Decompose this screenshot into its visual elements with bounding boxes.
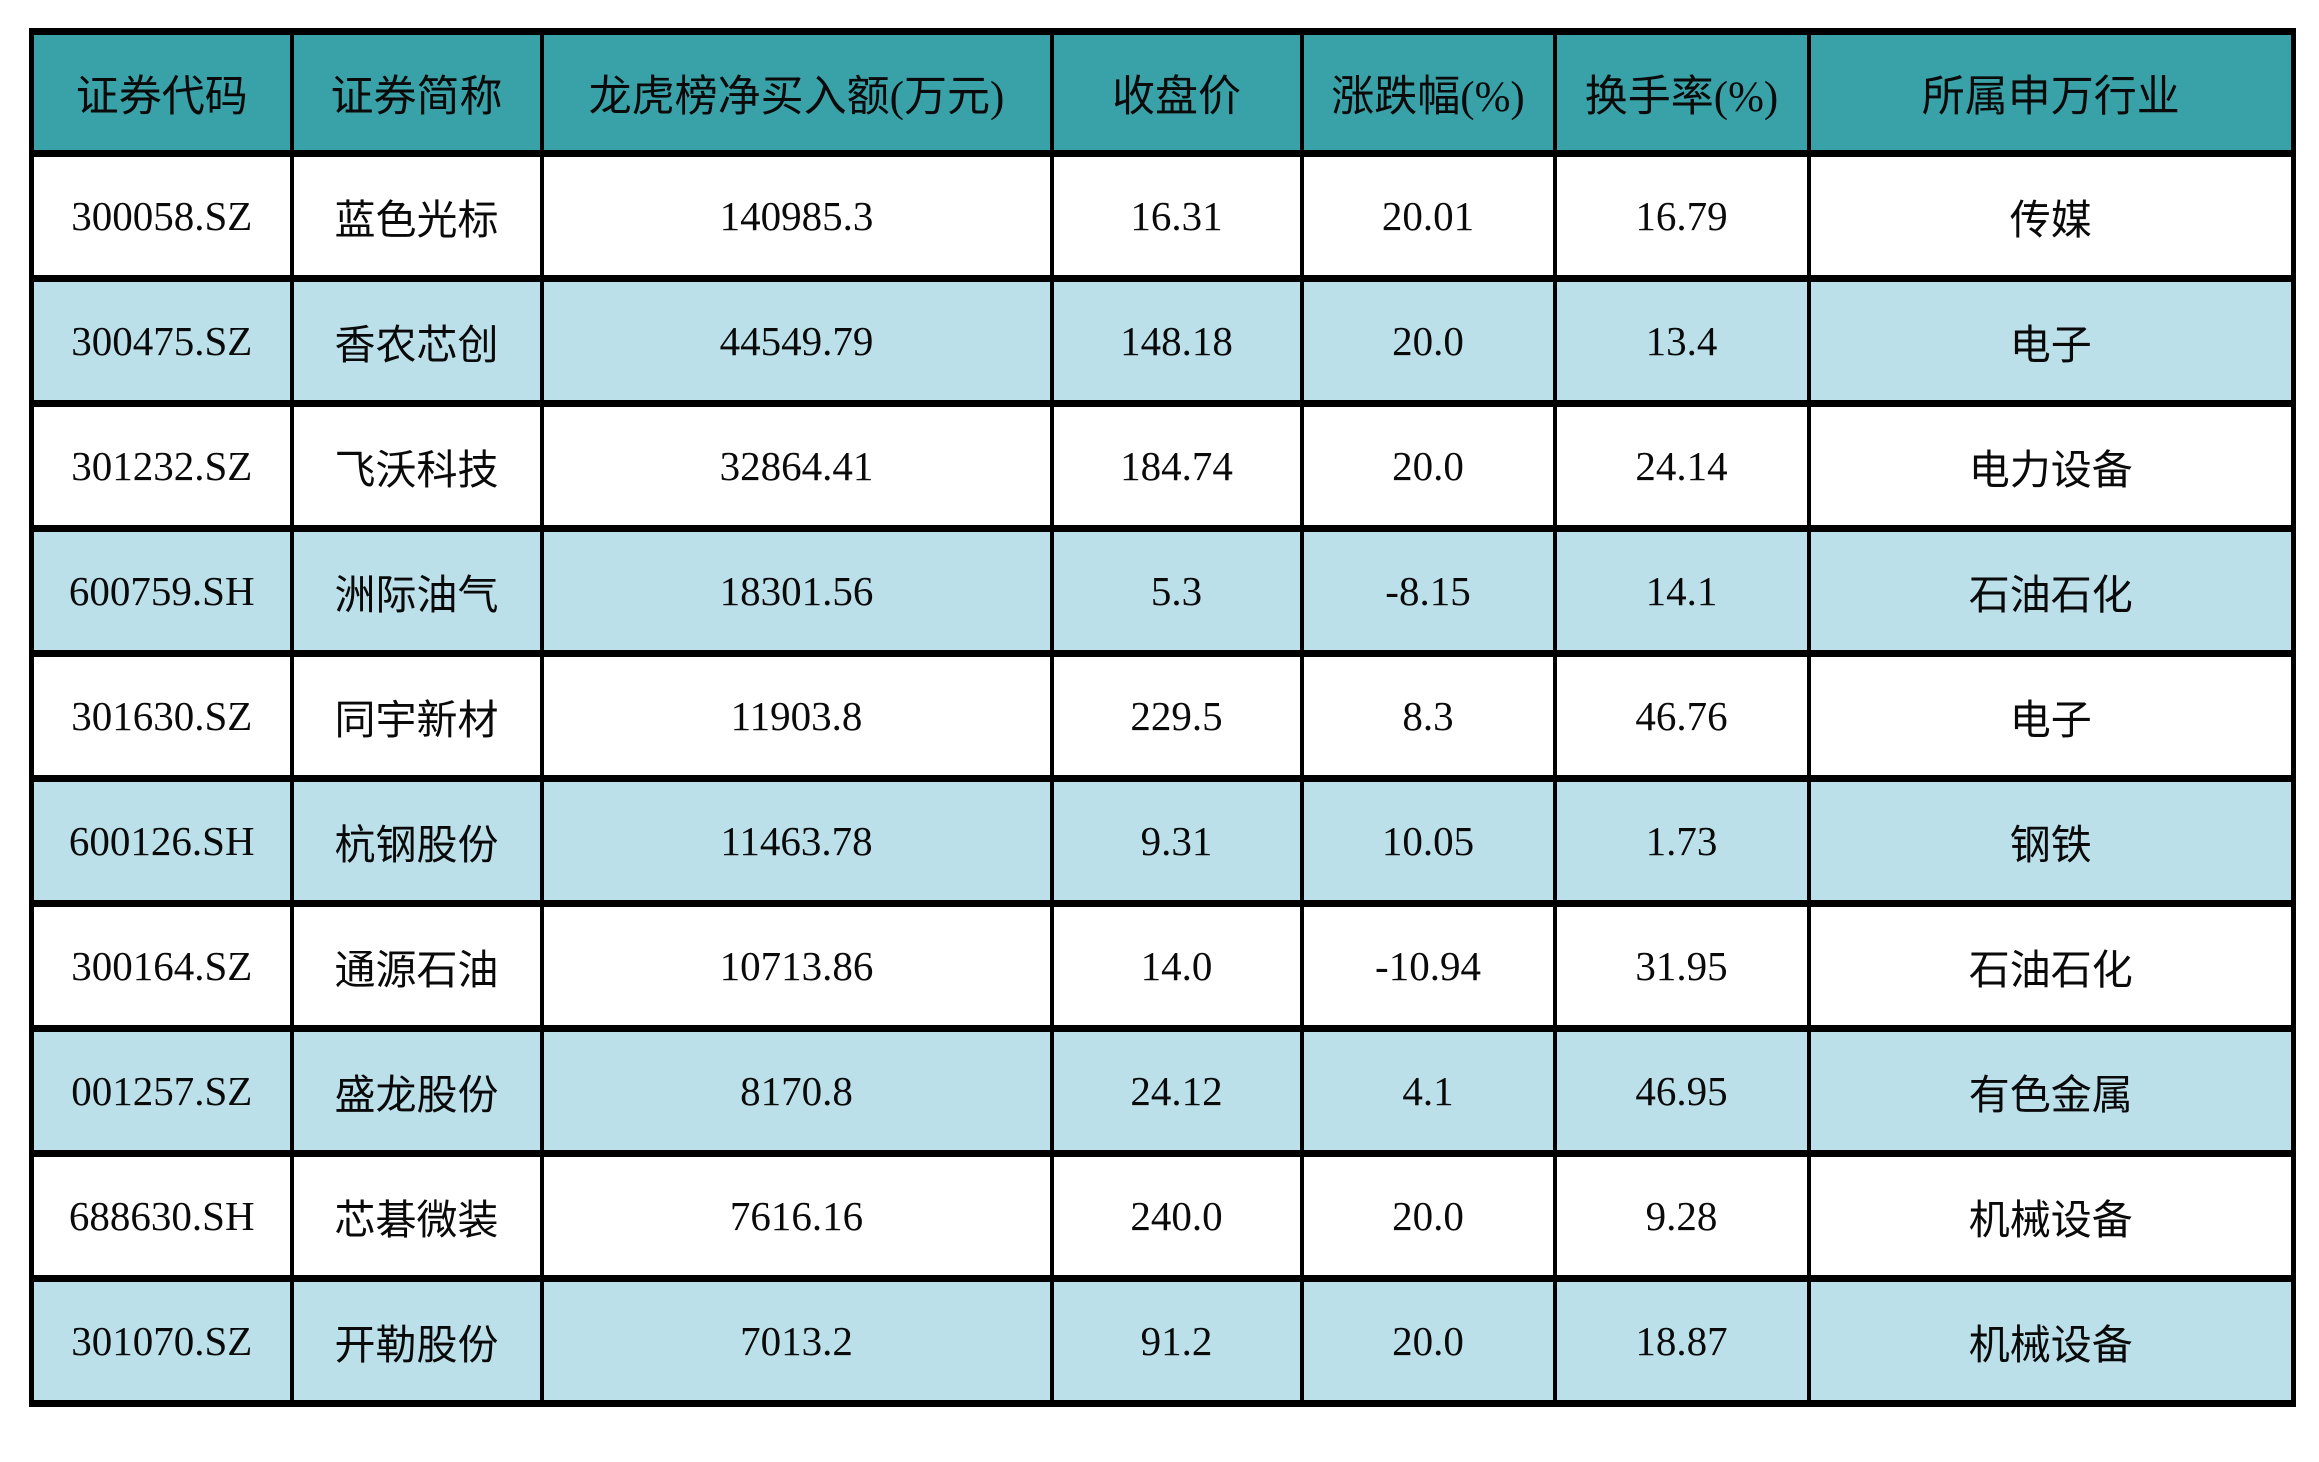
- table-cell: 300164.SZ: [29, 900, 294, 1032]
- table-cell: 电子: [1806, 275, 2296, 407]
- table-row: 301232.SZ 飞沃科技 32864.41 184.74 20.0 24.14 电力设备: [29, 400, 2296, 532]
- table-cell: 蓝色光标: [289, 150, 544, 282]
- table-cell: 184.74: [1049, 400, 1304, 532]
- table-cell: 同宇新材: [289, 650, 544, 782]
- table-cell: 44549.79: [539, 275, 1054, 407]
- table-row: 300164.SZ 通源石油 10713.86 14.0 -10.94 31.95 石油石化: [29, 900, 2296, 1032]
- table-cell: 开勒股份: [289, 1275, 544, 1407]
- table-cell: 石油石化: [1806, 525, 2296, 657]
- table-cell: 14.1: [1552, 525, 1811, 657]
- header-cell-3: 收盘价: [1049, 28, 1304, 157]
- table-cell: 18301.56: [539, 525, 1054, 657]
- header-cell-4: 涨跌幅(%): [1299, 28, 1557, 157]
- table-cell: 20.01: [1299, 150, 1557, 282]
- table-cell: 600126.SH: [29, 775, 294, 907]
- table-cell: 8.3: [1299, 650, 1557, 782]
- table-cell: 20.0: [1299, 275, 1557, 407]
- table-cell: 16.31: [1049, 150, 1304, 282]
- table-cell: 148.18: [1049, 275, 1304, 407]
- table-cell: 16.79: [1552, 150, 1811, 282]
- table-row: 600126.SH 杭钢股份 11463.78 9.31 10.05 1.73 钢铁: [29, 775, 2296, 907]
- table-cell: 有色金属: [1806, 1025, 2296, 1157]
- header-cell-2: 龙虎榜净买入额(万元): [539, 28, 1054, 157]
- table-cell: 1.73: [1552, 775, 1811, 907]
- table-cell: 301630.SZ: [29, 650, 294, 782]
- table-cell: 盛龙股份: [289, 1025, 544, 1157]
- table-row: 301630.SZ 同宇新材 11903.8 229.5 8.3 46.76 电子: [29, 650, 2296, 782]
- table-cell: 机械设备: [1806, 1275, 2296, 1407]
- table-cell: 传媒: [1806, 150, 2296, 282]
- table-row: 001257.SZ 盛龙股份 8170.8 24.12 4.1 46.95 有色金属: [29, 1025, 2296, 1157]
- table-cell: 杭钢股份: [289, 775, 544, 907]
- table-cell: 7013.2: [539, 1275, 1054, 1407]
- table-cell: 301232.SZ: [29, 400, 294, 532]
- header-cell-6: 所属申万行业: [1806, 28, 2296, 157]
- table-cell: 600759.SH: [29, 525, 294, 657]
- table-cell: 电子: [1806, 650, 2296, 782]
- table-cell: 18.87: [1552, 1275, 1811, 1407]
- table-cell: 通源石油: [289, 900, 544, 1032]
- table-cell: 688630.SH: [29, 1150, 294, 1282]
- header-cell-1: 证券简称: [289, 28, 544, 157]
- table-row: 688630.SH 芯碁微装 7616.16 240.0 20.0 9.28 机械设备: [29, 1150, 2296, 1282]
- table-header-row: 证券代码 证券简称 龙虎榜净买入额(万元) 收盘价 涨跌幅(%) 换手率(%) 所属申万行业: [29, 28, 2296, 157]
- table-cell: 飞沃科技: [289, 400, 544, 532]
- table-cell: 机械设备: [1806, 1150, 2296, 1282]
- header-cell-0: 证券代码: [29, 28, 294, 157]
- table-cell: 洲际油气: [289, 525, 544, 657]
- table-cell: 香农芯创: [289, 275, 544, 407]
- table-cell: 229.5: [1049, 650, 1304, 782]
- table-cell: 301070.SZ: [29, 1275, 294, 1407]
- table-cell: 32864.41: [539, 400, 1054, 532]
- table-cell: 300475.SZ: [29, 275, 294, 407]
- table-cell: 石油石化: [1806, 900, 2296, 1032]
- table-cell: 11463.78: [539, 775, 1054, 907]
- table-cell: 140985.3: [539, 150, 1054, 282]
- table-row: 301070.SZ 开勒股份 7013.2 91.2 20.0 18.87 机械设备: [29, 1275, 2296, 1407]
- stock-table: 证券代码 证券简称 龙虎榜净买入额(万元) 收盘价 涨跌幅(%) 换手率(%) 所属申万行业…: [29, 28, 2296, 1407]
- table-cell: 电力设备: [1806, 400, 2296, 532]
- table-cell: 91.2: [1049, 1275, 1304, 1407]
- table-cell: 24.14: [1552, 400, 1811, 532]
- table-row: 600759.SH 洲际油气 18301.56 5.3 -8.15 14.1 石油石化: [29, 525, 2296, 657]
- table-cell: -10.94: [1299, 900, 1557, 1032]
- table-row: 300475.SZ 香农芯创 44549.79 148.18 20.0 13.4 电子: [29, 275, 2296, 407]
- table-cell: 14.0: [1049, 900, 1304, 1032]
- table-cell: 46.95: [1552, 1025, 1811, 1157]
- table-cell: 240.0: [1049, 1150, 1304, 1282]
- table-cell: 20.0: [1299, 1150, 1557, 1282]
- table-cell: 20.0: [1299, 400, 1557, 532]
- table-cell: 31.95: [1552, 900, 1811, 1032]
- table-cell: 10713.86: [539, 900, 1054, 1032]
- table-cell: 4.1: [1299, 1025, 1557, 1157]
- table-cell: 001257.SZ: [29, 1025, 294, 1157]
- table-cell: 11903.8: [539, 650, 1054, 782]
- table-cell: 8170.8: [539, 1025, 1054, 1157]
- table-cell: 20.0: [1299, 1275, 1557, 1407]
- table-cell: 13.4: [1552, 275, 1811, 407]
- table-cell: 9.28: [1552, 1150, 1811, 1282]
- table-cell: 300058.SZ: [29, 150, 294, 282]
- header-cell-5: 换手率(%): [1552, 28, 1811, 157]
- table-cell: 芯碁微装: [289, 1150, 544, 1282]
- table-cell: 10.05: [1299, 775, 1557, 907]
- table-cell: 5.3: [1049, 525, 1304, 657]
- table-cell: 7616.16: [539, 1150, 1054, 1282]
- table-cell: 24.12: [1049, 1025, 1304, 1157]
- table-cell: -8.15: [1299, 525, 1557, 657]
- table-cell: 9.31: [1049, 775, 1304, 907]
- table-cell: 46.76: [1552, 650, 1811, 782]
- table-row: 300058.SZ 蓝色光标 140985.3 16.31 20.01 16.79 传媒: [29, 150, 2296, 282]
- table-cell: 钢铁: [1806, 775, 2296, 907]
